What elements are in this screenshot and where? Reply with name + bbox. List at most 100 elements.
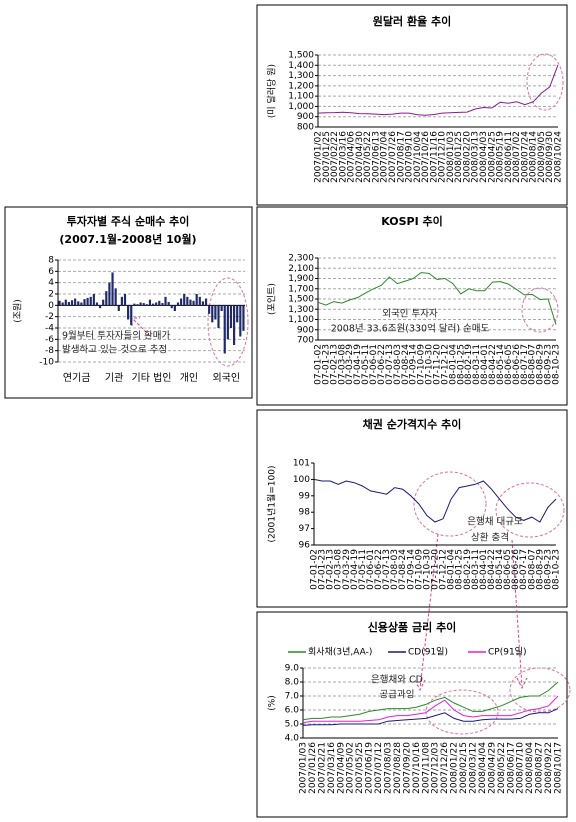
x-tick-label: 2008/07/02 [512,131,522,183]
x-tick-label: 07-09-14 [406,549,416,590]
x-tick-label: 07-07-13 [385,344,395,385]
x-tick-label: 07-03-08 [337,344,347,385]
annotation: 외국인 투자자 [382,308,438,320]
x-tick-label: 07-10-30 [425,344,435,385]
x-tick-label: 2007/11/08 [421,742,431,794]
y-tick-label: 1,200 [288,81,314,91]
x-tick-label: 2007/06/13 [371,131,381,183]
y-tick-label: 97 [299,524,310,534]
x-tick-label: 개인 [180,372,198,384]
x-tick-label: 07-06-01 [369,344,379,385]
annotation: 은행채 대규모 [467,516,523,528]
x-tick-label: 2007/12/10 [438,131,448,183]
x-tick-label: 2007/12/03 [431,742,441,794]
x-tick-label: 2007/11/16 [429,131,439,183]
x-tick-label: 2007/09/10 [405,131,415,183]
line [317,64,559,116]
x-tick-label: 08-06-05 [504,344,514,385]
y-tick-label: 1,500 [288,295,314,305]
bar [201,301,205,306]
bar [74,298,77,306]
x-tick-label: 2008/01/22 [450,742,460,794]
bar [195,294,198,306]
y-tick-label: 1,100 [288,92,314,102]
x-tick-label: 08-04-01 [480,344,490,385]
bar [64,299,67,306]
y-tick-label: 2,100 [288,264,314,274]
y-tick-label: 6 [48,267,54,277]
x-tick-label: 07-12-12 [439,549,449,590]
x-tick-label: 07-11-20 [433,344,443,385]
bar [145,304,148,306]
x-tick-label: 08-01-25 [455,549,465,590]
bar [142,303,145,306]
y-axis-label: (2001년1월=100) [266,466,278,543]
x-tick-label: 08-07-17 [519,549,529,590]
x-tick-label: 2007/10/04 [413,131,423,183]
y-tick-label: 1,400 [288,61,314,71]
line [302,681,559,721]
x-tick-label: 2007/04/09 [336,742,346,794]
bar [226,305,229,340]
x-tick-label: 08-04-22 [488,344,498,385]
x-tick-label: 2007/08/03 [384,742,394,794]
bar [217,305,220,328]
chart-subtitle: (2007.1월-2008년 10월) [59,232,196,246]
highlight [495,482,565,538]
x-tick-label: 2007/10/16 [412,742,422,794]
line [302,695,559,724]
x-tick-label: 07-06-01 [366,549,376,590]
y-tick-label: 1,000 [288,102,314,112]
bar [158,300,161,306]
x-tick-label: 2007/08/28 [393,742,403,794]
y-tick-label: -2 [45,312,54,322]
x-tick-label: 07-01-02 [310,549,320,590]
x-tick-label: 2008/09/22 [544,742,554,794]
y-tick-label: 900 [297,112,314,122]
x-tick-label: 07-01-23 [318,549,328,590]
x-tick-label: 2008/09/30 [545,131,555,183]
x-tick-label: 08-04-01 [479,549,489,590]
bar [151,303,155,306]
x-tick-label: 08-02-19 [463,549,473,590]
x-tick-label: 07-03-29 [345,344,355,385]
x-tick-label: 2008/05/19 [496,131,506,183]
x-tick-label: 07-07-13 [382,549,392,590]
x-tick-label: 2007/05/02 [346,742,356,794]
y-tick-label: 1,300 [288,71,314,81]
line [313,478,557,523]
x-tick-label: 08-10-23 [552,549,562,590]
y-tick-label: 2,300 [288,254,314,264]
x-tick-label: 기관 [105,372,123,384]
bar [61,302,64,306]
bar [123,294,127,306]
bar [155,302,158,306]
highlight [207,277,249,367]
x-tick-label: 2007/02/21 [317,742,327,794]
bar [120,296,123,306]
x-tick-label: 07-04-19 [350,549,360,590]
bar [77,301,80,306]
y-tick-label: 4.0 [285,734,300,744]
bar [189,299,192,306]
bar [58,300,61,306]
y-tick-label: 0 [48,301,54,311]
arrow [414,533,439,692]
bar [220,305,223,311]
bar [236,305,239,323]
x-tick-label: 2007/07/12 [374,742,384,794]
chart-title: 채권 순가격지수 추이 [363,417,462,431]
bar [86,297,89,306]
chart-title: 원달러 환율 추이 [373,14,452,28]
x-tick-label: 07-08-24 [401,344,411,385]
x-tick-label: 07-08-03 [393,344,403,385]
bar [183,294,186,306]
x-tick-label: 2008/08/27 [535,742,545,794]
x-tick-label: 2007/05/25 [355,742,365,794]
bar [161,303,164,306]
bar [192,300,195,306]
y-tick-label: 9.0 [285,664,300,674]
highlight [521,287,559,333]
bar [105,291,108,306]
x-tick-label: 2008/07/24 [520,131,530,183]
